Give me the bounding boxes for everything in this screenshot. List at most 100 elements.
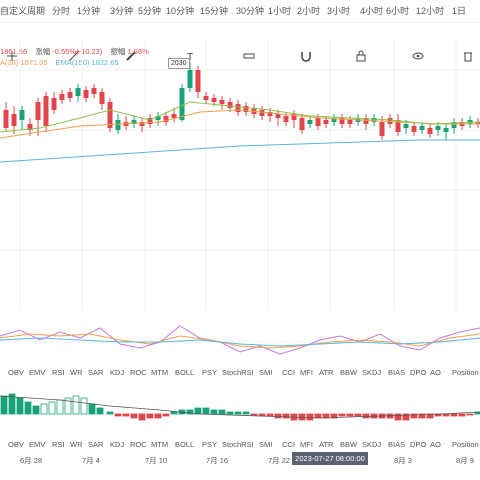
indicator-tab-mfi[interactable]: MFI	[300, 440, 313, 449]
histogram-bar	[64, 397, 72, 415]
magnet-icon[interactable]	[300, 50, 312, 62]
indicator-tab-position[interactable]: Position	[452, 440, 479, 449]
indicator-tab-stochrsi[interactable]: StochRSI	[222, 368, 254, 377]
histogram-bar	[266, 413, 274, 417]
histogram-bar	[48, 401, 56, 415]
timeframe-8[interactable]: 1小时	[268, 6, 292, 16]
indicator-tab-boll[interactable]: BOLL	[175, 368, 195, 377]
candle-body	[363, 118, 369, 124]
candle-body	[291, 114, 297, 120]
indicator-tab-sar[interactable]: SAR	[88, 440, 104, 449]
histogram-bar	[32, 405, 40, 415]
indicator-tab-bias[interactable]: BIAS	[388, 440, 406, 449]
indicator-tab-bias[interactable]: BIAS	[388, 368, 406, 377]
indicator-tab-sar[interactable]: SAR	[88, 368, 104, 377]
indicator-tab-psy[interactable]: PSY	[202, 440, 218, 449]
timeframe-7[interactable]: 30分钟	[236, 6, 265, 16]
eye-icon[interactable]	[412, 50, 424, 62]
oscillator-panel[interactable]	[0, 318, 480, 366]
indicator-tab-stochrsi[interactable]: StochRSI	[222, 440, 254, 449]
candle-body	[67, 92, 73, 98]
candlestick-chart[interactable]	[0, 40, 480, 310]
timeframe-12[interactable]: 6小时	[386, 6, 410, 16]
indicator-tab-bbw[interactable]: BBW	[340, 368, 358, 377]
candle-body	[91, 88, 97, 94]
indicator-tab-emv[interactable]: EMV	[29, 440, 46, 449]
candle-body	[43, 96, 49, 126]
candle-body	[419, 126, 425, 130]
indicator-tab-obv[interactable]: OBV	[8, 440, 24, 449]
timeframe-toolbar: 自定义周期 分时 1分钟 3分钟 5分钟 10分钟 15分钟 30分钟 1小时 2小时 3小时 4小时…	[0, 0, 480, 23]
indicator-tab-roc[interactable]: ROC	[130, 368, 147, 377]
trash-icon[interactable]	[462, 50, 474, 62]
trendline-icon[interactable]	[68, 50, 80, 62]
histogram-bar	[138, 413, 146, 421]
date-tick: 7月 4	[82, 456, 100, 465]
pencil-icon[interactable]	[125, 50, 137, 62]
indicator-tabs-1: OBV EMV RSI WR SAR KDJ ROC MTM BOLL PSY StochRSI SM…	[0, 366, 480, 380]
histogram-bar	[202, 407, 210, 415]
indicator-tab-skdj[interactable]: SKDJ	[362, 440, 382, 449]
candle-body	[195, 70, 201, 92]
text-icon[interactable]: T	[185, 50, 197, 62]
indicator-tab-mtm[interactable]: MTM	[151, 440, 169, 449]
candle-body	[379, 122, 385, 136]
candle-body	[307, 120, 313, 124]
indicator-tab-smi[interactable]: SMI	[259, 440, 273, 449]
histogram-bar	[114, 413, 122, 417]
indicator-tab-rsi[interactable]: RSI	[52, 440, 65, 449]
timeframe-14[interactable]: 1日	[452, 6, 467, 16]
histogram-bar	[146, 413, 154, 419]
indicator-tab-dpo[interactable]: DPO	[410, 440, 427, 449]
timeframe-3[interactable]: 3分钟	[110, 6, 134, 16]
timeframe-13[interactable]: 12小时	[416, 6, 445, 16]
histogram-bar	[226, 411, 234, 415]
timeframe-1[interactable]: 分时	[52, 6, 71, 16]
indicator-tab-atr[interactable]: ATR	[319, 440, 334, 449]
indicator-tab-atr[interactable]: ATR	[319, 368, 334, 377]
histogram-bar	[250, 413, 258, 416]
indicator-tab-skdj[interactable]: SKDJ	[362, 368, 382, 377]
ruler-icon[interactable]	[243, 50, 255, 62]
timeframe-5[interactable]: 10分钟	[166, 6, 195, 16]
indicator-tab-position[interactable]: Position	[452, 368, 479, 377]
crosshair-icon[interactable]	[6, 50, 18, 62]
indicator-tab-ao[interactable]: AO	[430, 368, 441, 377]
indicator-tab-cci[interactable]: CCI	[282, 368, 295, 377]
indicator-tab-ao[interactable]: AO	[430, 440, 441, 449]
indicator-tab-wr[interactable]: WR	[70, 440, 83, 449]
candle-body	[203, 96, 209, 100]
candle-body	[275, 114, 281, 118]
timeframe-11[interactable]: 4小时	[360, 6, 384, 16]
indicator-tab-boll[interactable]: BOLL	[175, 440, 195, 449]
timeframe-0[interactable]: 自定义周期	[0, 6, 46, 16]
indicator-tab-mtm[interactable]: MTM	[151, 368, 169, 377]
histogram-bar	[450, 413, 458, 417]
indicator-tab-roc[interactable]: ROC	[130, 440, 147, 449]
indicator-tab-wr[interactable]: WR	[70, 368, 83, 377]
amplitude-label: 振幅	[110, 47, 126, 56]
indicator-tab-kdj[interactable]: KDJ	[110, 368, 125, 377]
ma-legend: A(30) 1871.05 EMA(150) 1822.65	[0, 58, 119, 67]
lock-icon[interactable]	[355, 50, 367, 62]
timeframe-4[interactable]: 5分钟	[138, 6, 162, 16]
histogram-bar	[410, 413, 418, 419]
timeframe-9[interactable]: 2小时	[297, 6, 321, 16]
indicator-tab-mfi[interactable]: MFI	[300, 368, 313, 377]
indicator-tab-dpo[interactable]: DPO	[410, 368, 427, 377]
indicator-tab-smi[interactable]: SMI	[259, 368, 273, 377]
indicator-tab-emv[interactable]: EMV	[29, 368, 46, 377]
timeframe-6[interactable]: 15分钟	[200, 6, 229, 16]
indicator-tab-psy[interactable]: PSY	[202, 368, 218, 377]
high-price-label: 2030	[168, 58, 190, 69]
indicator-tab-kdj[interactable]: KDJ	[110, 440, 125, 449]
indicator-tab-rsi[interactable]: RSI	[52, 368, 65, 377]
histogram-bar	[338, 413, 346, 417]
indicator-tab-cci[interactable]: CCI	[282, 440, 295, 449]
candle-body	[315, 118, 321, 126]
timeframe-10[interactable]: 3小时	[327, 6, 351, 16]
timeframe-2[interactable]: 1分钟	[77, 6, 101, 16]
indicator-tab-bbw[interactable]: BBW	[340, 440, 358, 449]
indicator-tab-obv[interactable]: OBV	[8, 368, 24, 377]
volume-histogram-panel[interactable]	[0, 384, 480, 436]
